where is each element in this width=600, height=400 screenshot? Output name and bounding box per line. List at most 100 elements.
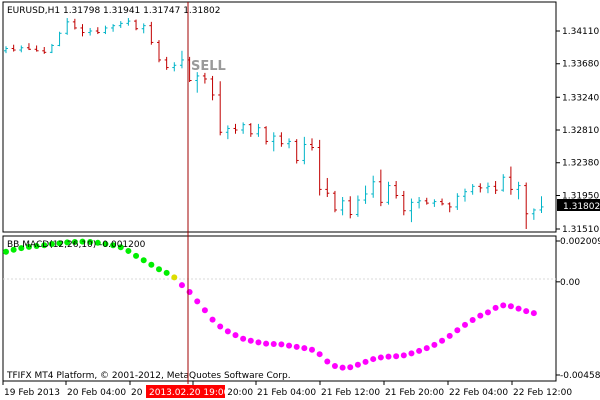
price-tick-label: 1.33240 — [562, 93, 599, 103]
indicator-header: BB MACD(12,26,10) -0.001200 — [7, 240, 146, 250]
candle — [11, 44, 16, 52]
macd-dot — [201, 307, 208, 314]
candle — [4, 46, 8, 54]
candle — [225, 125, 230, 140]
candle — [539, 196, 544, 214]
candle — [164, 56, 169, 70]
candle — [241, 122, 246, 134]
macd-dot — [423, 345, 430, 352]
macd-dot — [102, 241, 109, 248]
macd-dot — [331, 362, 338, 369]
macd-dot — [454, 327, 461, 334]
price-tick-label: 1.32810 — [562, 126, 599, 136]
candle — [88, 27, 93, 36]
candle — [26, 43, 31, 51]
time-tick-label: 21 Feb 04:00 — [257, 388, 316, 398]
indicator-tick-label: 0.002009 — [560, 237, 600, 247]
macd-dot — [462, 321, 468, 328]
candle — [478, 183, 483, 193]
macd-dot — [255, 339, 262, 346]
candle — [394, 181, 399, 199]
candle — [179, 50, 184, 69]
candle — [264, 126, 269, 145]
candle — [524, 182, 529, 229]
macd-dot — [247, 337, 254, 344]
candle — [157, 40, 161, 63]
macd-dot — [224, 328, 231, 335]
candle — [501, 174, 506, 192]
crosshair-time-tag-background — [146, 385, 225, 398]
candle — [202, 72, 207, 84]
candle — [103, 25, 108, 35]
macd-dot — [64, 239, 71, 246]
macd-dot — [240, 335, 247, 342]
price-tick-label: 1.31950 — [562, 191, 599, 201]
candle — [34, 45, 39, 52]
macd-dot — [117, 244, 124, 251]
price-panel[interactable]: 1.34110 1.33680 1.33240 1.32810 1.32380 1.319… — [2, 1, 600, 235]
macd-dot — [270, 341, 277, 348]
macd-dot — [507, 303, 514, 310]
macd-dot — [469, 317, 476, 324]
macd-dot — [362, 358, 369, 365]
macd-dot — [3, 248, 9, 255]
crosshair-time-tag: 2013.02.20 19:00 — [146, 385, 230, 398]
macd-dot — [500, 302, 507, 309]
macd-dot — [71, 238, 78, 245]
candlestick-series — [4, 18, 544, 229]
macd-dot — [163, 269, 170, 276]
candle — [401, 190, 406, 216]
macd-dot — [324, 358, 331, 365]
macd-dot — [125, 247, 132, 254]
current-price-tag-label: 1.31802 — [563, 202, 600, 212]
candle — [432, 199, 437, 207]
macd-dot — [347, 364, 354, 371]
candle — [111, 24, 116, 32]
candle — [134, 19, 139, 31]
macd-dot — [56, 240, 63, 247]
candle — [95, 27, 100, 35]
candle — [294, 139, 299, 164]
candle — [470, 184, 475, 195]
price-axis: 1.34110 1.33680 1.33240 1.32810 1.32380 1.319… — [556, 27, 599, 235]
price-tick-label: 1.34110 — [562, 27, 599, 37]
candle — [386, 181, 391, 205]
macd-dot — [87, 238, 94, 245]
macd-dot — [25, 243, 32, 250]
candle — [310, 138, 314, 151]
candle — [141, 23, 146, 34]
candle — [493, 181, 498, 194]
macd-dot — [293, 343, 300, 350]
candle — [72, 18, 77, 30]
candle — [49, 43, 54, 54]
candle — [440, 198, 445, 206]
macd-dot — [446, 332, 453, 339]
macd-dot — [515, 305, 522, 312]
indicator-panel[interactable]: 0.002009 0.00 -0.004584 BB MACD(12,26,10) … — [2, 235, 600, 382]
macd-dot — [339, 364, 346, 371]
candle — [325, 177, 330, 198]
candle — [149, 21, 154, 45]
price-tick-label: 1.32380 — [562, 159, 599, 169]
symbol-header: EURUSD,H1 1.31798 1.31941 1.31747 1.3180… — [7, 6, 220, 16]
macd-dot — [530, 310, 537, 317]
price-panel-frame — [2, 1, 557, 233]
macd-dot — [393, 353, 400, 360]
macd-dot — [10, 246, 17, 253]
macd-dot — [377, 354, 384, 361]
candle — [516, 181, 521, 200]
macd-dot — [41, 242, 48, 249]
macd-dot — [416, 347, 423, 354]
candle — [409, 198, 414, 223]
time-tick-label: 19 Feb 2013 — [4, 388, 60, 398]
macd-dot — [439, 337, 446, 344]
candle — [371, 175, 376, 198]
macd-dot — [408, 350, 415, 357]
time-tick-label: 20 Feb 04:00 — [67, 388, 126, 398]
macd-dot — [194, 298, 201, 305]
candle — [508, 166, 513, 195]
candle — [355, 195, 360, 217]
macd-dot — [316, 351, 323, 358]
macd-dot — [431, 341, 438, 348]
